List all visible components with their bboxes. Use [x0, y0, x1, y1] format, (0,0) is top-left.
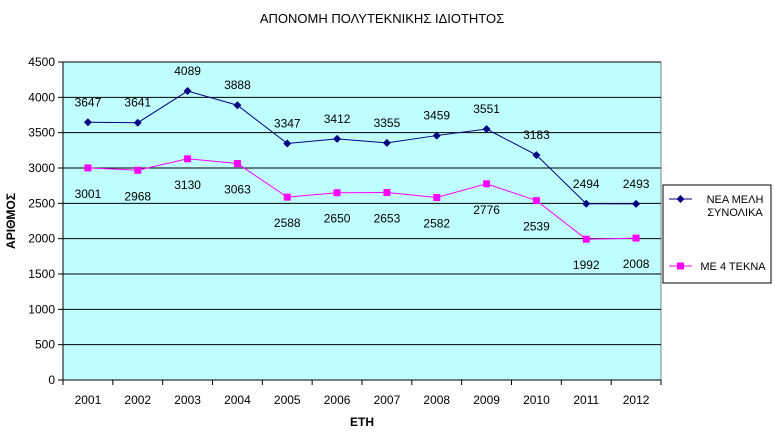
x-tick-label: 2001: [75, 393, 102, 407]
data-label: 2494: [573, 177, 600, 191]
data-label: 3551: [473, 102, 500, 116]
data-label: 2776: [473, 203, 500, 217]
legend-label: ΣΥΝΟΛΙΚΑ: [707, 207, 763, 219]
x-tick-labels: 2001 2002 2003 2004 2005 2006 2007 2008 2009 2010…: [75, 393, 650, 407]
y-tick-labels: 0 500 1000 1500 2000 2500 3000 3500 4000 4500: [28, 55, 55, 387]
data-point: [432, 131, 441, 140]
data-point: [582, 199, 591, 208]
x-tick-label: 2011: [573, 393, 599, 407]
data-point: [632, 234, 640, 242]
plot-area: [62, 61, 662, 381]
data-point: [233, 160, 241, 168]
x-axis-title: ΕΤΗ: [350, 415, 374, 429]
data-point: [382, 138, 391, 147]
x-tick-label: 2002: [124, 393, 151, 407]
y-tick-label: 4500: [28, 55, 55, 69]
data-label: 2008: [623, 257, 650, 271]
data-point: [383, 189, 391, 197]
legend-label: ΜΕ 4 ΤΕΚΝΑ: [700, 261, 766, 273]
data-point: [333, 189, 341, 197]
x-tick-label: 2007: [374, 393, 401, 407]
data-point: [582, 235, 590, 243]
data-label: 3130: [174, 178, 201, 192]
data-point: [433, 194, 441, 202]
data-point: [532, 151, 541, 160]
y-tick-label: 1000: [28, 302, 55, 316]
data-point: [283, 139, 292, 148]
x-tick-label: 2010: [523, 393, 550, 407]
x-tick-label: 2003: [174, 393, 201, 407]
data-point: [133, 118, 142, 127]
legend-label: ΝΕΑ ΜΕΛΗ: [707, 194, 764, 206]
data-label: 2653: [374, 212, 401, 226]
data-point: [134, 166, 142, 174]
axes: [62, 62, 662, 385]
x-tick-label: 2009: [473, 393, 500, 407]
data-label: 3347: [274, 116, 301, 130]
data-label: 2650: [324, 212, 351, 226]
data-label: 1992: [573, 258, 600, 272]
y-tick-label: 4000: [28, 90, 55, 104]
data-point: [483, 180, 491, 188]
data-point: [233, 101, 242, 110]
x-tick-label: 2004: [224, 393, 251, 407]
x-tick-label: 2006: [324, 393, 351, 407]
chart-title: ΑΠΟΝΟΜΗ ΠΟΛΥΤΕΚΝΙΚΗΣ ΙΔΙΟΤΗΤΟΣ: [260, 11, 504, 26]
data-label: 3412: [324, 112, 351, 126]
data-label: 3001: [75, 187, 102, 201]
data-label: 2588: [274, 216, 301, 230]
data-label: 4089: [174, 64, 201, 78]
data-point: [283, 193, 291, 201]
y-tick-label: 0: [48, 373, 55, 387]
data-label: 2968: [124, 189, 151, 203]
data-point: [482, 125, 491, 134]
legend-marker: [677, 262, 684, 270]
x-tick-label: 2005: [274, 393, 301, 407]
data-point: [632, 199, 641, 208]
data-point: [532, 197, 540, 205]
data-label: 3355: [374, 116, 401, 130]
x-tick-label: 2012: [623, 393, 650, 407]
x-tick-label: 2008: [423, 393, 450, 407]
data-label: 3647: [75, 95, 102, 109]
y-tick-label: 2000: [28, 232, 55, 246]
y-tick-label: 1500: [28, 267, 55, 281]
series-line-1: [87, 90, 637, 205]
series-group: [83, 87, 641, 243]
data-point: [184, 155, 192, 163]
data-label: 2493: [623, 177, 650, 191]
data-label: 2582: [423, 217, 450, 231]
data-label: 3183: [523, 128, 550, 142]
data-label: 3641: [124, 96, 151, 110]
data-label: 3063: [224, 183, 251, 197]
data-point: [333, 134, 342, 143]
y-axis-title: ΑΡΙΘΜΟΣ: [4, 193, 18, 249]
series-line-2: [87, 158, 637, 240]
data-label: 3888: [224, 78, 251, 92]
data-point: [83, 118, 92, 127]
y-tick-label: 500: [35, 338, 55, 352]
y-tick-label: 3500: [28, 126, 55, 140]
data-label: 2539: [523, 220, 550, 234]
y-tick-label: 2500: [28, 196, 55, 210]
gridlines: [58, 61, 661, 381]
data-labels: 3647 3641 4089 3888 3347 3412 3355 3459 3551 3183…: [75, 64, 650, 272]
y-tick-label: 3000: [28, 161, 55, 175]
data-point: [84, 164, 92, 172]
data-label: 3459: [423, 109, 450, 123]
data-point: [183, 87, 192, 96]
legend-marker: [676, 195, 685, 203]
